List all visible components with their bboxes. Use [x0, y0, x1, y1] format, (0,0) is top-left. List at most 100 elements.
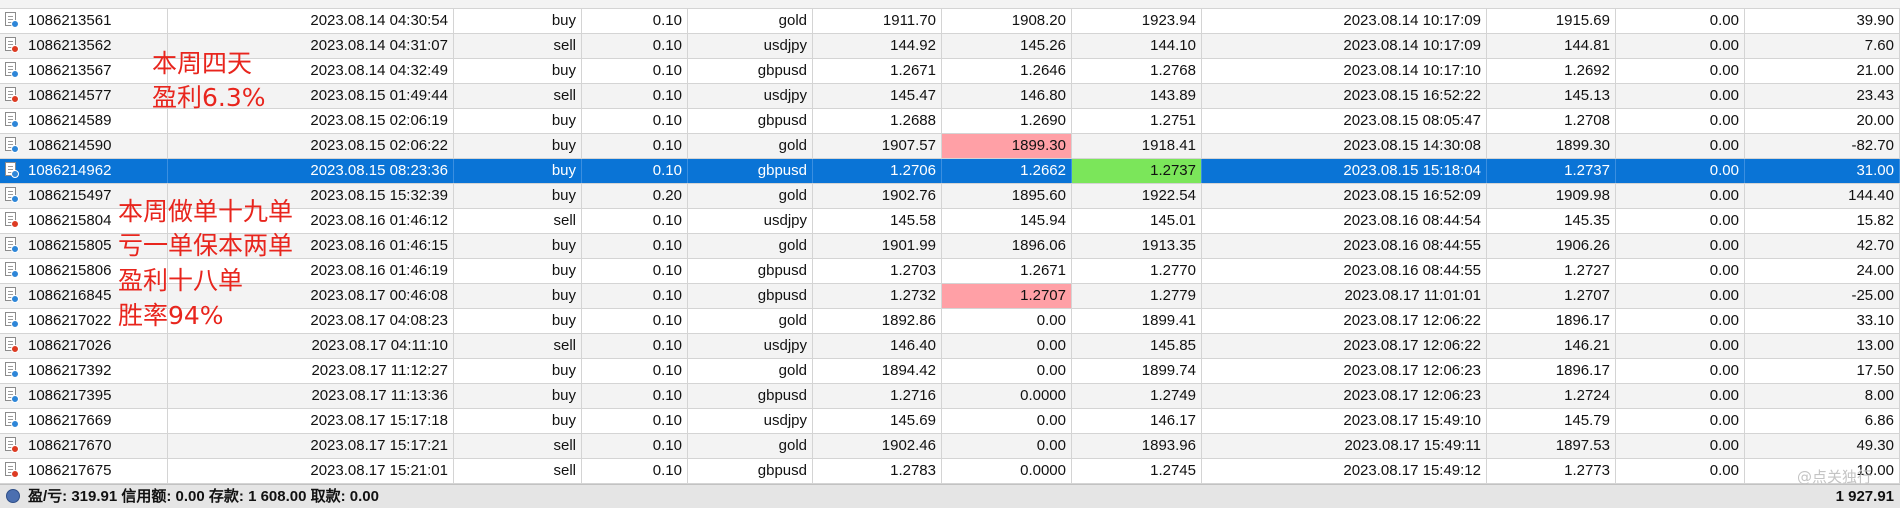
cell-type: buy: [454, 159, 582, 183]
close-price-text: 1896.17: [1555, 362, 1610, 379]
cell-volume: 0.10: [582, 459, 688, 483]
cell-ticket: 1086217395: [0, 384, 168, 408]
tp-text: 144.10: [1150, 37, 1196, 54]
cell-open-price: 145.69: [813, 409, 942, 433]
cell-volume: 0.10: [582, 59, 688, 83]
buy-order-icon: [5, 112, 19, 129]
table-row[interactable]: 1086217675 2023.08.17 15:21:01 sell 0.10 gbp…: [0, 459, 1900, 484]
type-text: buy: [551, 237, 576, 254]
open-price-text: 1902.46: [881, 437, 936, 454]
table-row[interactable]: 1086217669 2023.08.17 15:17:18 buy 0.10 usdj…: [0, 409, 1900, 434]
cell-symbol: gbpusd: [688, 459, 813, 483]
symbol-text: gbpusd: [757, 462, 807, 479]
cell-ticket: 1086217675: [0, 459, 168, 483]
table-row[interactable]: 1086217670 2023.08.17 15:17:21 sell 0.10 gol…: [0, 434, 1900, 459]
cell-swap: 0.00: [1616, 434, 1745, 458]
table-row[interactable]: 1086214577 2023.08.15 01:49:44 sell 0.10 usd…: [0, 84, 1900, 109]
cell-open-time: 2023.08.17 04:08:23: [168, 309, 454, 333]
table-row[interactable]: 1086217392 2023.08.17 11:12:27 buy 0.10 gold…: [0, 359, 1900, 384]
open-time-text: 2023.08.17 15:21:01: [310, 462, 448, 479]
open-price-text: 145.58: [890, 212, 936, 229]
table-row[interactable]: 1086213561 2023.08.14 04:30:54 buy 0.10 gold…: [0, 9, 1900, 34]
cell-ticket: 1086215497: [0, 184, 168, 208]
swap-text: 0.00: [1709, 262, 1739, 279]
status-summary: 盈/亏: 319.91 信用额: 0.00 存款: 1 608.00 取款: 0…: [28, 488, 379, 505]
sl-text: 1899.30: [1011, 137, 1066, 154]
open-price-text: 1907.57: [881, 137, 936, 154]
cell-volume: 0.10: [582, 334, 688, 358]
cell-swap: 0.00: [1616, 34, 1745, 58]
sl-text: 0.0000: [1020, 462, 1066, 479]
cell-open-time: 2023.08.16 01:46:12: [168, 209, 454, 233]
close-time-text: 2023.08.14 10:17:09: [1343, 12, 1481, 29]
cell-close-price: 1909.98: [1487, 184, 1616, 208]
cell-close-price: 146.21: [1487, 334, 1616, 358]
open-price-text: 1892.86: [881, 312, 936, 329]
type-text: buy: [551, 187, 576, 204]
swap-text: 0.00: [1709, 112, 1739, 129]
close-price-text: 145.13: [1564, 87, 1610, 104]
type-text: buy: [551, 262, 576, 279]
cell-volume: 0.10: [582, 384, 688, 408]
table-row[interactable]: 1086215497 2023.08.15 15:32:39 buy 0.20 gold…: [0, 184, 1900, 209]
ticket-text: 1086215805: [28, 237, 112, 254]
cell-sl: 146.80: [942, 84, 1072, 108]
table-row[interactable]: 1086217022 2023.08.17 04:08:23 buy 0.10 gold…: [0, 309, 1900, 334]
buy-order-icon: [5, 187, 19, 204]
table-row[interactable]: 1086215806 2023.08.16 01:46:19 buy 0.10 gbpu…: [0, 259, 1900, 284]
open-time-text: 2023.08.16 01:46:19: [310, 262, 448, 279]
cell-open-time: 2023.08.15 02:06:19: [168, 109, 454, 133]
open-time-text: 2023.08.17 15:17:21: [310, 437, 448, 454]
annotation-week-days: 本周四天: [152, 49, 253, 78]
cell-symbol: gold: [688, 359, 813, 383]
close-price-text: 145.79: [1564, 412, 1610, 429]
ticket-text: 1086214590: [28, 137, 112, 154]
cell-open-price: 1894.42: [813, 359, 942, 383]
close-price-text: 1915.69: [1555, 12, 1610, 29]
history-grid[interactable]: 1086213561 2023.08.14 04:30:54 buy 0.10 gold…: [0, 0, 1900, 484]
watermark: @点关独行: [1796, 468, 1872, 486]
cell-open-price: 145.47: [813, 84, 942, 108]
table-row[interactable]: 1086217026 2023.08.17 04:11:10 sell 0.10 usd…: [0, 334, 1900, 359]
status-balance: 1 927.91: [1835, 488, 1894, 505]
cell-swap: 0.00: [1616, 109, 1745, 133]
table-row[interactable]: 1086213562 2023.08.14 04:31:07 sell 0.10 usd…: [0, 34, 1900, 59]
tp-text: 1922.54: [1141, 187, 1196, 204]
swap-text: 0.00: [1709, 87, 1739, 104]
cell-volume: 0.10: [582, 109, 688, 133]
open-time-text: 2023.08.14 04:31:07: [310, 37, 448, 54]
cell-open-price: 1.2671: [813, 59, 942, 83]
open-time-text: 2023.08.17 04:11:10: [311, 337, 448, 354]
symbol-text: gold: [778, 12, 807, 29]
cell-close-time: 2023.08.15 15:18:04: [1202, 159, 1487, 183]
tp-text: 1.2779: [1150, 287, 1196, 304]
close-price-text: 145.35: [1564, 212, 1610, 229]
cell-profit: 49.30: [1745, 434, 1900, 458]
cell-profit: 42.70: [1745, 234, 1900, 258]
cell-sl: 0.0000: [942, 459, 1072, 483]
cell-swap: 0.00: [1616, 334, 1745, 358]
cell-symbol: gold: [688, 434, 813, 458]
cell-type: buy: [454, 309, 582, 333]
annotation-wins: 盈利十八单: [118, 266, 244, 295]
table-row[interactable]: 1086217395 2023.08.17 11:13:36 buy 0.10 gbpu…: [0, 384, 1900, 409]
cell-tp: 1899.74: [1072, 359, 1202, 383]
swap-text: 0.00: [1709, 37, 1739, 54]
table-row[interactable]: 1086214590 2023.08.15 02:06:22 buy 0.10 gold…: [0, 134, 1900, 159]
cell-swap: 0.00: [1616, 359, 1745, 383]
cell-sl: 1899.30: [942, 134, 1072, 158]
table-row[interactable]: 1086214589 2023.08.15 02:06:19 buy 0.10 gbpu…: [0, 109, 1900, 134]
table-row[interactable]: 1086215805 2023.08.16 01:46:15 buy 0.10 gold…: [0, 234, 1900, 259]
cell-profit: 24.00: [1745, 259, 1900, 283]
table-row[interactable]: 1086213567 2023.08.14 04:32:49 buy 0.10 gbpu…: [0, 59, 1900, 84]
cell-sl: 1.2646: [942, 59, 1072, 83]
cell-close-time: 2023.08.17 15:49:10: [1202, 409, 1487, 433]
buy-order-icon: [5, 412, 19, 429]
cell-swap: 0.00: [1616, 409, 1745, 433]
table-row[interactable]: 1086216845 2023.08.17 00:46:08 buy 0.10 gbpu…: [0, 284, 1900, 309]
open-time-text: 2023.08.14 04:32:49: [310, 62, 448, 79]
close-time-text: 2023.08.17 12:06:23: [1343, 362, 1481, 379]
table-row[interactable]: 1086214962 2023.08.15 08:23:36 buy 0.10 gbpu…: [0, 159, 1900, 184]
cell-type: buy: [454, 259, 582, 283]
table-row[interactable]: 1086215804 2023.08.16 01:46:12 sell 0.10 usd…: [0, 209, 1900, 234]
